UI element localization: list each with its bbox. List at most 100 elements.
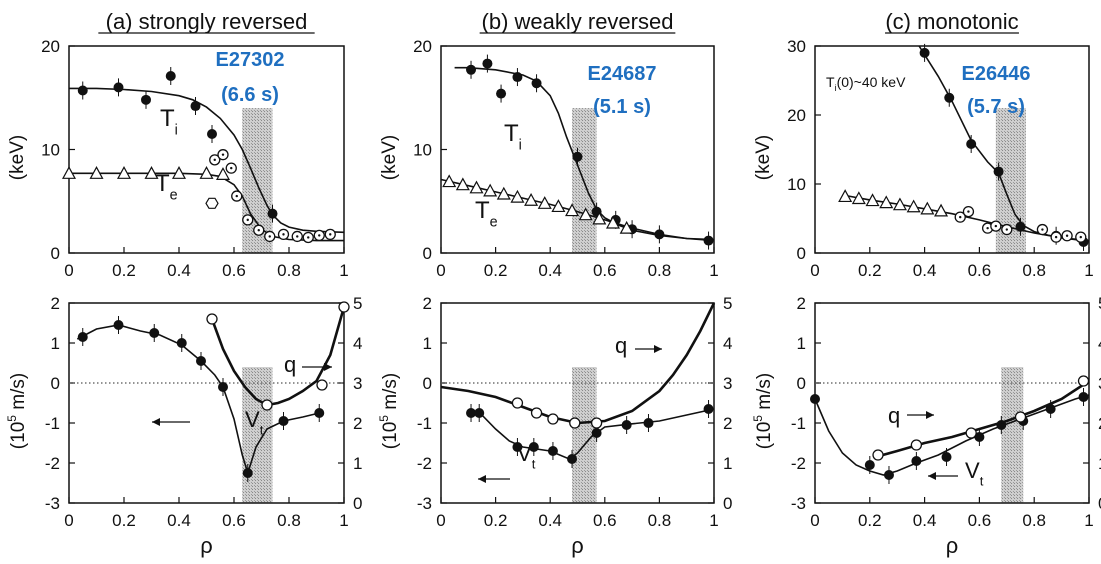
plot-frame	[440, 302, 715, 504]
data-point-T_e	[524, 192, 539, 206]
data-point-q	[511, 397, 524, 409]
data-point-T_i	[267, 208, 278, 219]
y-tick-label: -2	[417, 454, 432, 473]
data-point-dot	[282, 233, 285, 236]
data-point-T_e	[199, 166, 214, 179]
y-tick-label-right: 5	[1098, 294, 1101, 313]
series-label-T_i: Ti	[504, 120, 522, 153]
shot-label: E26446	[962, 63, 1031, 85]
data-point-V_t	[883, 470, 894, 480]
x-tick-label: 0	[810, 261, 819, 280]
data-point-dot	[230, 166, 233, 170]
q-arrow-head	[926, 411, 934, 419]
data-point-V_t	[113, 320, 124, 330]
x-tick-label: 1	[339, 261, 348, 280]
x-tick-label: 0	[436, 261, 445, 280]
y-tick-label: -3	[45, 494, 60, 513]
series-label-vt: Vt	[245, 407, 264, 438]
y-tick-label-right: 4	[1098, 334, 1101, 353]
x-tick-label: 1	[709, 261, 718, 280]
series-line-q	[874, 379, 1090, 459]
x-tick-label: 0.6	[968, 511, 992, 530]
data-point-T_e	[469, 180, 484, 194]
x-tick-label: 0.4	[538, 511, 562, 530]
vt-arrow-head	[928, 472, 936, 480]
y-tick-label-right: 0	[723, 494, 732, 513]
x-tick-label: 0	[810, 511, 819, 530]
data-point-T_i	[190, 101, 201, 112]
y-tick-label-right: 1	[353, 454, 362, 473]
x-tick-label: 0.4	[167, 511, 191, 530]
data-point-V_t	[512, 442, 523, 452]
panel-title: (c) monotonic	[885, 9, 1018, 34]
y-axis-label: (105 m/s)	[377, 373, 401, 449]
data-point-V_t	[314, 408, 325, 418]
shot-label: E27302	[216, 49, 285, 71]
y-axis-label: (keV)	[753, 135, 774, 180]
plot-frame	[68, 302, 345, 504]
data-point-q	[910, 439, 923, 451]
y-tick-label: -2	[791, 454, 806, 473]
data-point-V_t	[547, 446, 558, 456]
annotation: Ti(0)~40 keV	[826, 74, 906, 93]
y-tick-label-right: 5	[353, 294, 362, 313]
y-tick-label: 30	[787, 37, 806, 56]
series-label-T_i: Ti	[160, 105, 178, 138]
time-label: (6.6 s)	[221, 84, 279, 106]
data-point-T_e	[215, 167, 231, 180]
series-label-T_e: Te	[475, 197, 498, 230]
x-tick-label: 0.6	[222, 511, 246, 530]
x-tick-label: 1	[339, 511, 348, 530]
y-tick-label-right: 5	[723, 294, 732, 313]
y-tick-label: -3	[791, 494, 806, 513]
x-tick-label: 0.8	[277, 261, 301, 280]
y-tick-label: 20	[413, 37, 432, 56]
y-tick-label: 20	[41, 37, 60, 56]
data-point-T_e	[455, 177, 470, 191]
data-point-q	[590, 417, 603, 429]
series-label-vt: Vt	[965, 458, 984, 489]
data-point-T_i	[207, 128, 217, 139]
x-tick-label: 1	[1084, 511, 1093, 530]
data-point-q	[1014, 411, 1027, 423]
y-tick-label-right: 3	[723, 374, 732, 393]
data-point-V_t	[196, 356, 206, 366]
y-tick-label: -3	[417, 494, 432, 513]
data-point-V_t	[528, 442, 539, 452]
time-label: (5.1 s)	[593, 96, 651, 118]
series-line-T_e	[440, 178, 715, 242]
y-tick-label-right: 2	[353, 414, 362, 433]
data-point-V_t	[176, 338, 187, 348]
data-point-T_i	[496, 88, 507, 99]
data-point-T_e	[442, 174, 457, 188]
plot-frame	[814, 302, 1090, 504]
series-label-q: q	[615, 333, 627, 358]
series-line-q	[210, 306, 346, 407]
series-label-T_e: Te	[155, 170, 178, 203]
shot-label: E24687	[588, 63, 657, 85]
data-point-T_e	[565, 203, 580, 217]
y-tick-label: -1	[791, 414, 806, 433]
y-tick-label: 0	[423, 244, 432, 263]
data-point-q	[872, 449, 884, 461]
data-point-T_e	[537, 196, 552, 209]
y-tick-label: 10	[41, 141, 60, 160]
y-tick-label-right: 4	[353, 334, 362, 353]
data-point-dot	[268, 235, 271, 238]
x-tick-label: 0.4	[913, 261, 937, 280]
data-point-T_e	[592, 211, 607, 225]
data-point-T_e	[879, 195, 894, 209]
y-axis-label: (105 m/s)	[5, 373, 29, 449]
data-point-V_t	[242, 468, 253, 478]
shaded-region	[1001, 367, 1024, 503]
data-point-T_e	[920, 201, 935, 215]
series-label-q: q	[284, 352, 296, 377]
data-point-T_e	[934, 203, 949, 217]
x-tick-label: 0.8	[648, 511, 672, 530]
x-tick-label: 0	[64, 511, 73, 530]
plot-frame	[68, 45, 345, 254]
x-axis-label: ρ	[200, 533, 213, 558]
